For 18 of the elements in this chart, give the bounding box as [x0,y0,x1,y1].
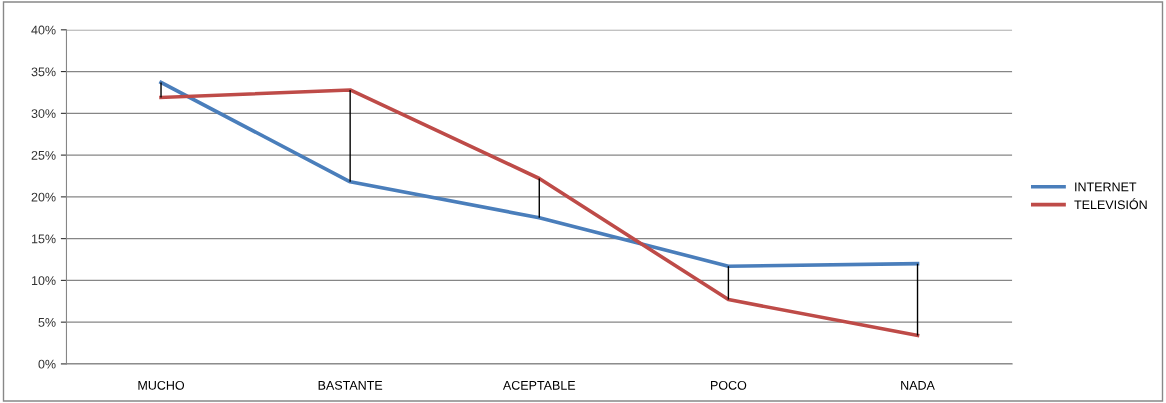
y-tick-label: 35% [31,67,56,77]
x-tick-label: MUCHO [138,380,185,390]
y-tick-label: 25% [31,150,56,160]
y-tick-label: 10% [31,276,56,286]
line-series [159,80,920,268]
y-tick-label: 0% [38,359,56,369]
y-tick-label: 5% [38,318,56,327]
x-tick-label: NADA [901,381,935,390]
x-tick-label: BASTANTE [318,380,383,390]
y-tick-label: 40% [31,25,56,35]
y-tick-label: 15% [31,234,56,244]
x-tick-label: POCO [711,380,747,390]
y-tick-label: 30% [31,109,56,118]
legend-label: INTERNET [1075,182,1137,192]
y-tick-label: 20% [31,192,56,202]
x-tick-label: ACEPTABLE [502,380,576,390]
line-series [159,88,920,338]
legend-label: TELEVISIÓN [1074,198,1147,210]
